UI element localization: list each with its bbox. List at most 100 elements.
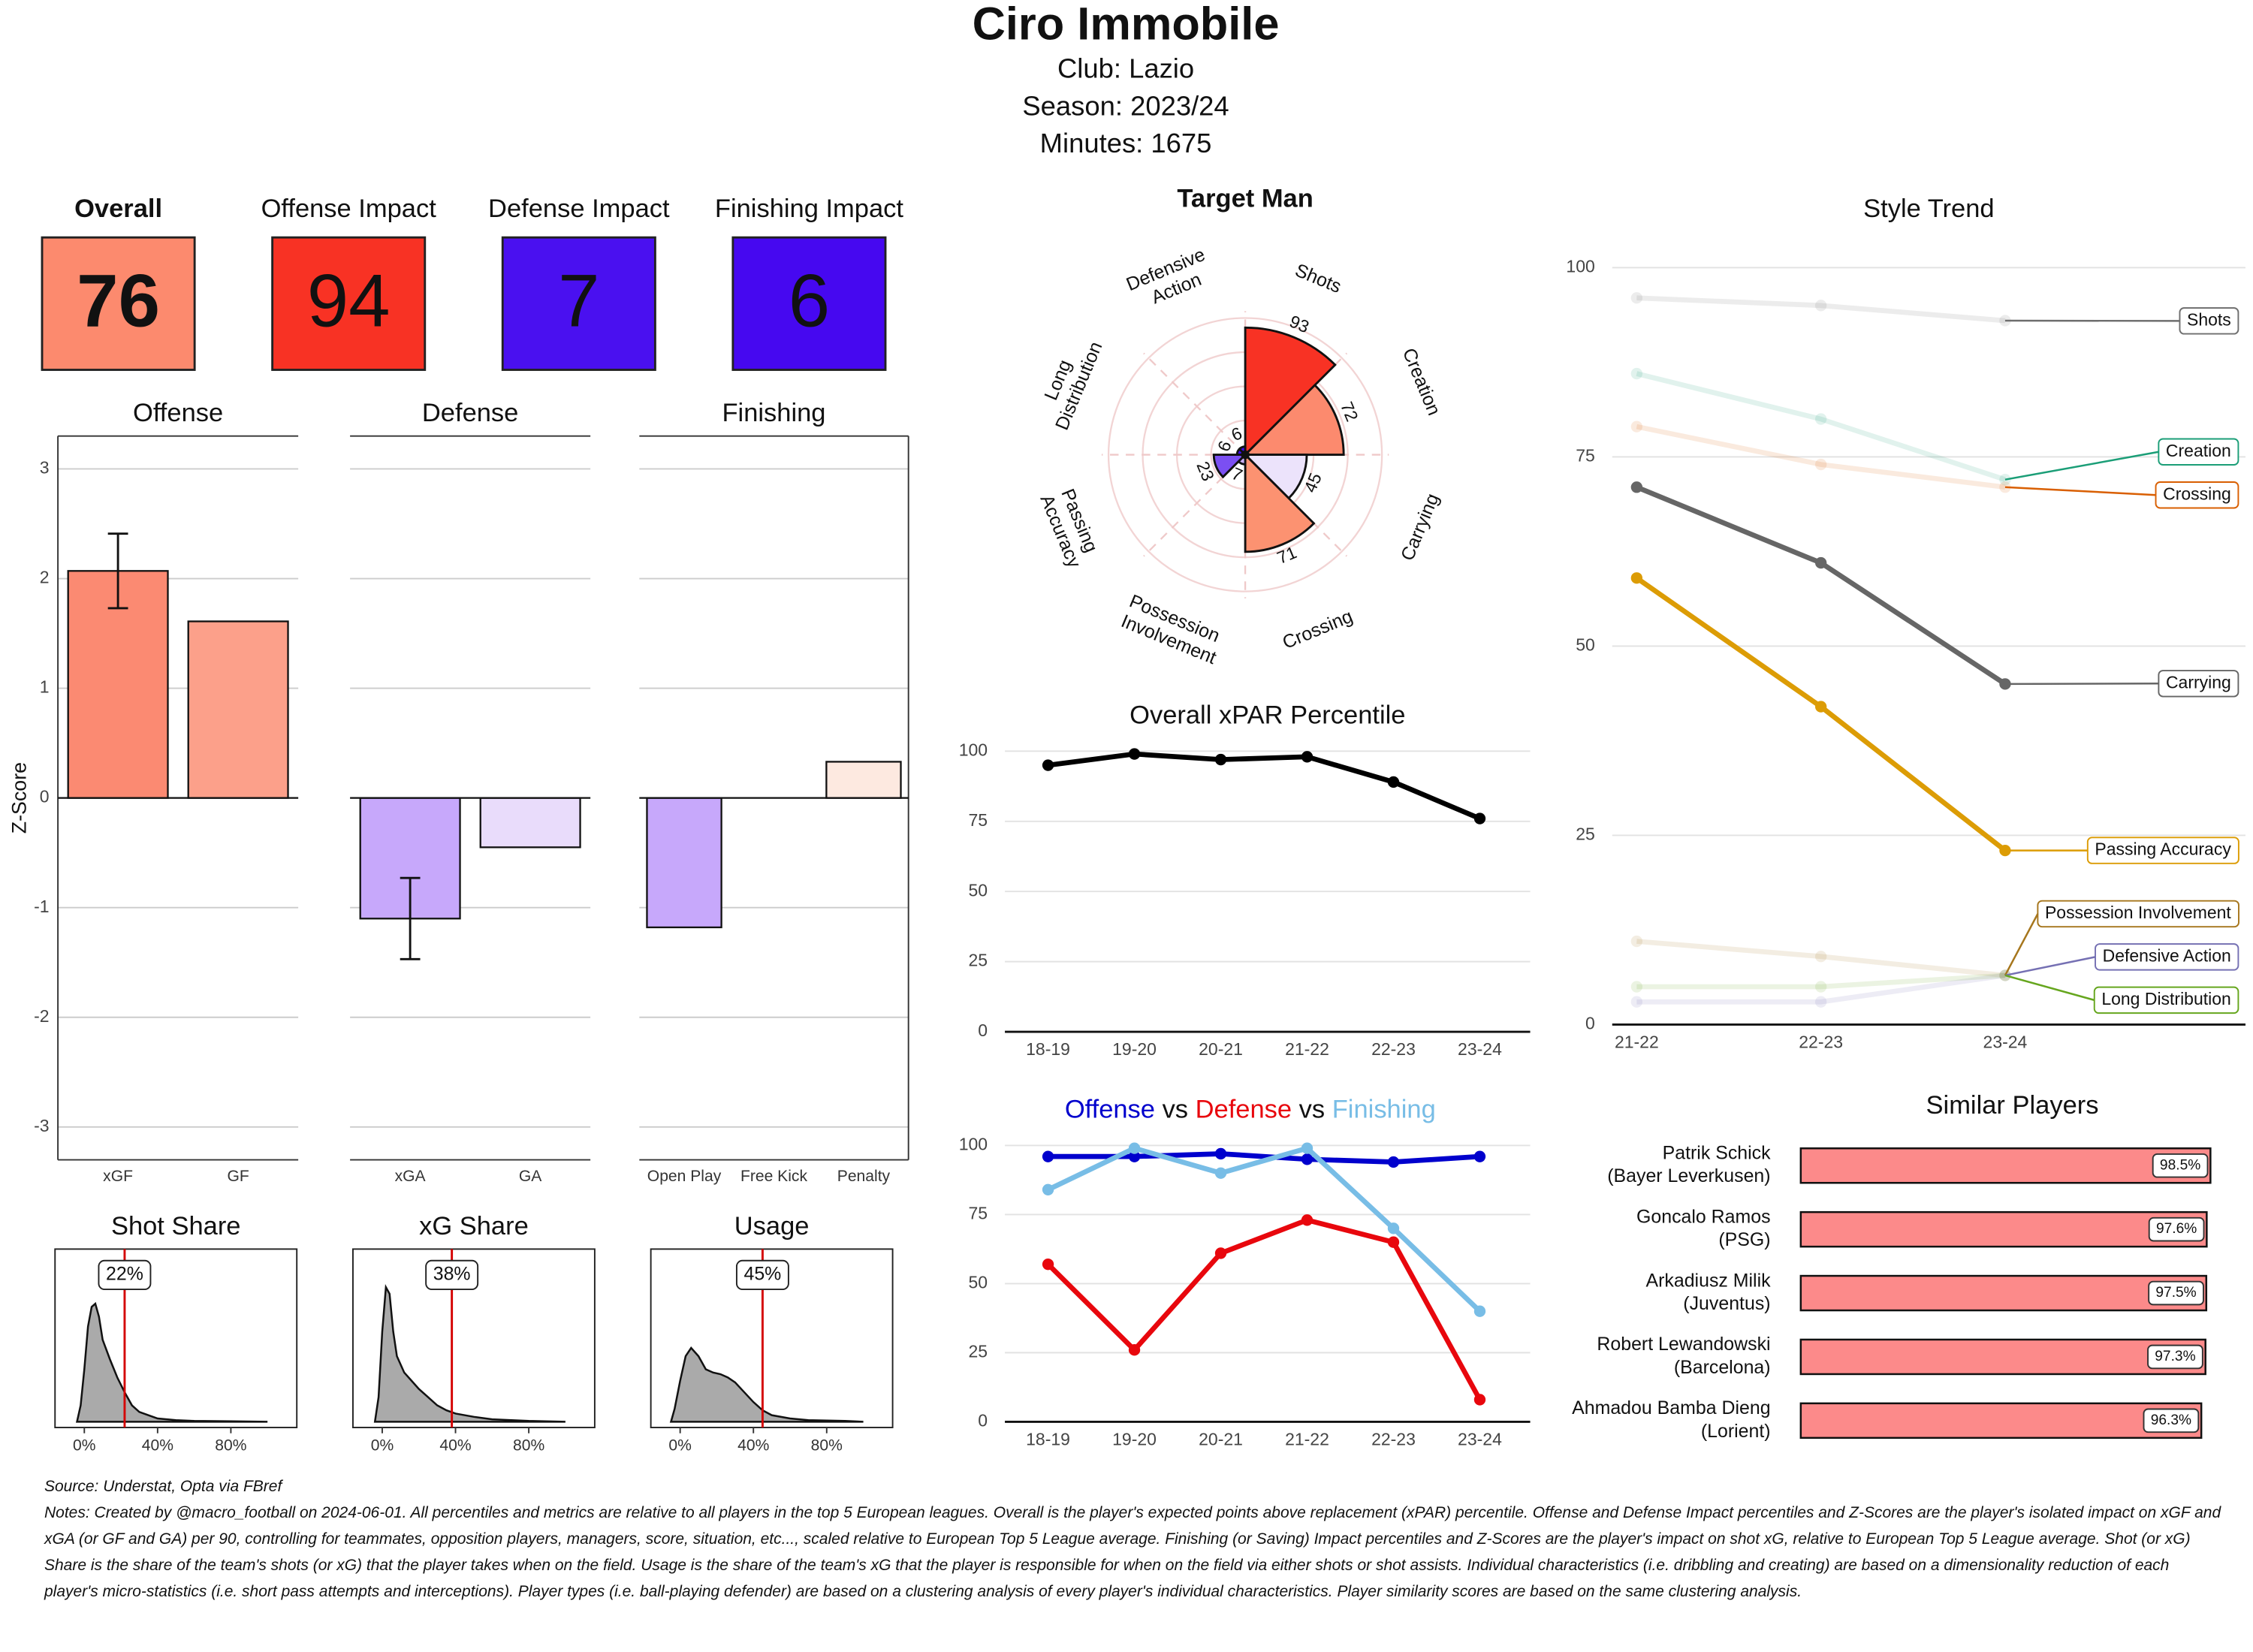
series-point: [1473, 1305, 1486, 1317]
series-point: [1128, 748, 1141, 760]
panel-frame: [650, 1248, 894, 1429]
score-box: [731, 236, 887, 371]
player-club: (Lorient): [1701, 1421, 1771, 1442]
series-point: [1214, 753, 1227, 766]
value-label: 96.3%: [2151, 1412, 2191, 1428]
y-tick-label: 100: [959, 1135, 988, 1154]
y-tick-label: 100: [1566, 257, 1594, 276]
polar-center: [1241, 450, 1250, 460]
x-tick-label: 22-23: [1371, 1429, 1416, 1449]
x-tick-label: 22-23: [1799, 1032, 1843, 1051]
value-label-box: [2152, 1153, 2209, 1178]
value-label: 72: [1337, 399, 1362, 424]
x-tick-label: 18-19: [1026, 1429, 1070, 1449]
panel-title: Defense: [422, 399, 518, 427]
series-point: [1301, 751, 1313, 763]
value-label: 98.5%: [2160, 1157, 2200, 1173]
chart-title: Offense vs Defense vs Finishing: [1065, 1096, 1436, 1124]
series-point: [1814, 951, 1827, 963]
series-point: [1630, 481, 1643, 493]
bar: [825, 761, 902, 799]
series-point: [1630, 981, 1643, 993]
series-point: [1473, 1394, 1486, 1406]
series-point: [1814, 996, 1827, 1008]
x-tick-label: 22-23: [1371, 1039, 1416, 1059]
score-value: 76: [77, 260, 160, 343]
series-point: [1814, 458, 1827, 471]
end-label-box: [2037, 900, 2239, 928]
player-name: Robert Lewandowski: [1597, 1334, 1770, 1355]
series-point: [1042, 1183, 1054, 1195]
value-label-box: [2148, 1280, 2204, 1306]
score-value: 6: [789, 260, 830, 343]
series-point: [1814, 556, 1827, 569]
category-word: Carrying: [1397, 490, 1443, 564]
category-label: Shots: [1292, 259, 1345, 297]
bar: [1799, 1147, 2212, 1184]
y-axis-label: Z-Score: [8, 762, 30, 834]
y-tick-label: 100: [959, 740, 988, 759]
title-separator: vs: [1292, 1096, 1332, 1124]
y-tick-label: 3: [40, 458, 50, 478]
end-label: Possession Involvement: [2045, 903, 2231, 922]
polar-grid: [1107, 317, 1383, 592]
score-box: [271, 236, 427, 371]
footer: Source: Understat, Opta via FBref Notes:…: [44, 1473, 2222, 1605]
series-point: [1999, 481, 2011, 493]
x-tick-label: 40%: [142, 1437, 173, 1455]
panel-frame: [54, 1248, 298, 1429]
title-series: Offense: [1065, 1096, 1155, 1124]
series-line: [1636, 295, 2006, 324]
series-point: [1301, 1214, 1313, 1226]
series-point: [1630, 292, 1643, 304]
x-tick-label: 40%: [737, 1437, 769, 1455]
x-tick-label: 80%: [215, 1437, 246, 1455]
x-tick-label: 18-19: [1026, 1039, 1070, 1059]
series-point: [1814, 981, 1827, 993]
leader-line: [2004, 451, 2159, 481]
series-point: [1042, 1150, 1054, 1162]
leader-line: [2004, 956, 2096, 977]
series-point: [1630, 572, 1643, 584]
density-curve: [669, 1346, 864, 1423]
category-label: Long Distribution: [1031, 330, 1106, 433]
x-tick-label: 20-21: [1199, 1039, 1243, 1059]
title-separator: vs: [1155, 1096, 1196, 1124]
player-name: Patrik Schick: [1663, 1143, 1771, 1164]
chart-title: Overall xPAR Percentile: [1130, 701, 1405, 729]
x-tick-label: 21-22: [1285, 1429, 1329, 1449]
category-label: Carrying: [1397, 490, 1443, 564]
y-tick-label: 0: [978, 1020, 988, 1040]
y-tick-label: 1: [40, 677, 50, 697]
x-tick-label: 0%: [371, 1437, 394, 1455]
series-point: [1630, 367, 1643, 380]
marker-label: 38%: [433, 1263, 471, 1284]
polar-bar: [1242, 383, 1345, 457]
score-box: [41, 236, 196, 371]
score-value: 7: [558, 260, 599, 343]
subtitle: Club: Lazio: [1057, 53, 1194, 84]
polar-bar: [1244, 452, 1316, 553]
bar: [1799, 1402, 2203, 1439]
series-line: [1636, 484, 2007, 686]
player-name: Goncalo Ramos: [1636, 1206, 1771, 1227]
y-tick-label: 2: [40, 568, 50, 587]
x-tick-label: 19-20: [1112, 1039, 1157, 1059]
end-label: Defensive Action: [2103, 945, 2231, 965]
value-label: 97.6%: [2156, 1221, 2197, 1237]
series-line: [1636, 972, 2006, 1005]
marker-label: 22%: [106, 1263, 143, 1284]
y-tick-label: 50: [968, 880, 988, 900]
chart-title: Similar Players: [1926, 1091, 2099, 1120]
subtitle: Minutes: 1675: [1040, 128, 1212, 158]
category-label: Creation: [1398, 345, 1445, 418]
error-bar: [400, 876, 421, 960]
series-line: [1635, 575, 2007, 853]
notes: Notes: Created by @macro_football on 202…: [44, 1504, 2221, 1600]
y-tick-label: 25: [1576, 824, 1595, 844]
score-label: Offense Impact: [261, 194, 437, 223]
series-line: [1048, 751, 1481, 821]
density-curve: [75, 1301, 268, 1423]
series-point: [1128, 1142, 1141, 1154]
